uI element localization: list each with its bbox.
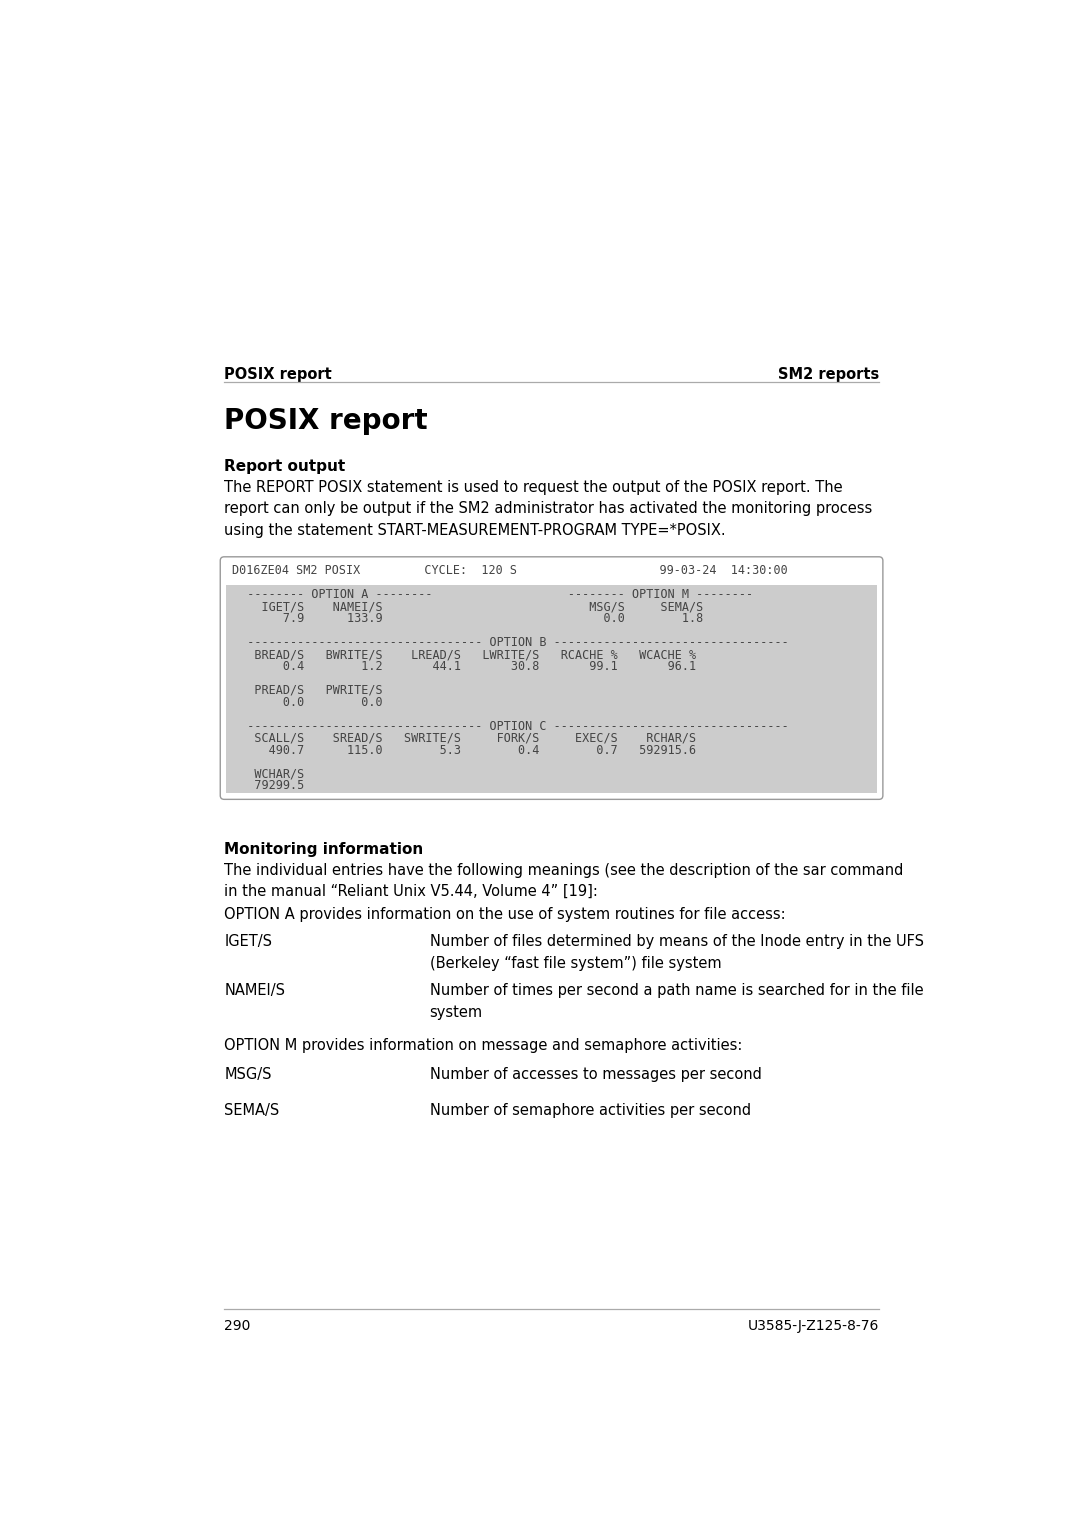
Text: 7.9      133.9                               0.0        1.8: 7.9 133.9 0.0 1.8 <box>233 613 704 625</box>
Text: 79299.5: 79299.5 <box>233 779 305 793</box>
Text: U3585-J-Z125-8-76: U3585-J-Z125-8-76 <box>747 1319 879 1332</box>
Text: --------------------------------- OPTION B ---------------------------------: --------------------------------- OPTION… <box>233 636 789 649</box>
Text: BREAD/S   BWRITE/S    LREAD/S   LWRITE/S   RCACHE %   WCACHE %: BREAD/S BWRITE/S LREAD/S LWRITE/S RCACHE… <box>233 648 697 662</box>
Text: The individual entries have the following meanings (see the description of the s: The individual entries have the followin… <box>225 862 904 898</box>
Text: Number of files determined by means of the Inode entry in the UFS
(Berkeley “fas: Number of files determined by means of t… <box>430 934 923 970</box>
Text: SEMA/S: SEMA/S <box>225 1103 280 1118</box>
Text: OPTION M provides information on message and semaphore activities:: OPTION M provides information on message… <box>225 1038 743 1053</box>
Text: SM2 reports: SM2 reports <box>778 367 879 382</box>
Text: OPTION A provides information on the use of system routines for file access:: OPTION A provides information on the use… <box>225 908 786 923</box>
Bar <box>227 585 877 793</box>
Text: NAMEI/S: NAMEI/S <box>225 984 285 998</box>
Text: Number of times per second a path name is searched for in the file
system: Number of times per second a path name i… <box>430 984 923 1021</box>
Text: Number of semaphore activities per second: Number of semaphore activities per secon… <box>430 1103 751 1118</box>
Text: SCALL/S    SREAD/S   SWRITE/S     FORK/S     EXEC/S    RCHAR/S: SCALL/S SREAD/S SWRITE/S FORK/S EXEC/S R… <box>233 732 697 744</box>
Text: POSIX report: POSIX report <box>225 406 428 434</box>
Text: Report output: Report output <box>225 458 346 474</box>
Text: -------- OPTION A --------                   -------- OPTION M --------: -------- OPTION A -------- -------- OPTI… <box>233 588 754 602</box>
Text: MSG/S: MSG/S <box>225 1068 272 1082</box>
Text: IGET/S: IGET/S <box>225 934 272 949</box>
FancyBboxPatch shape <box>220 556 882 799</box>
Text: Number of accesses to messages per second: Number of accesses to messages per secon… <box>430 1068 761 1082</box>
Text: Monitoring information: Monitoring information <box>225 842 423 857</box>
Text: PREAD/S   PWRITE/S: PREAD/S PWRITE/S <box>233 685 383 697</box>
Text: D016ZE04 SM2 POSIX         CYCLE:  120 S                    99-03-24  14:30:00: D016ZE04 SM2 POSIX CYCLE: 120 S 99-03-24… <box>232 564 787 576</box>
Text: 0.0        0.0: 0.0 0.0 <box>233 695 383 709</box>
Text: The REPORT POSIX statement is used to request the output of the POSIX report. Th: The REPORT POSIX statement is used to re… <box>225 480 873 538</box>
Text: WCHAR/S: WCHAR/S <box>233 767 305 781</box>
Text: 490.7      115.0        5.3        0.4        0.7   592915.6: 490.7 115.0 5.3 0.4 0.7 592915.6 <box>233 744 697 756</box>
Text: IGET/S    NAMEI/S                             MSG/S     SEMA/S: IGET/S NAMEI/S MSG/S SEMA/S <box>233 601 704 613</box>
Text: 290: 290 <box>225 1319 251 1332</box>
Text: 0.4        1.2       44.1       30.8       99.1       96.1: 0.4 1.2 44.1 30.8 99.1 96.1 <box>233 660 697 672</box>
Text: POSIX report: POSIX report <box>225 367 332 382</box>
Text: --------------------------------- OPTION C ---------------------------------: --------------------------------- OPTION… <box>233 720 789 732</box>
